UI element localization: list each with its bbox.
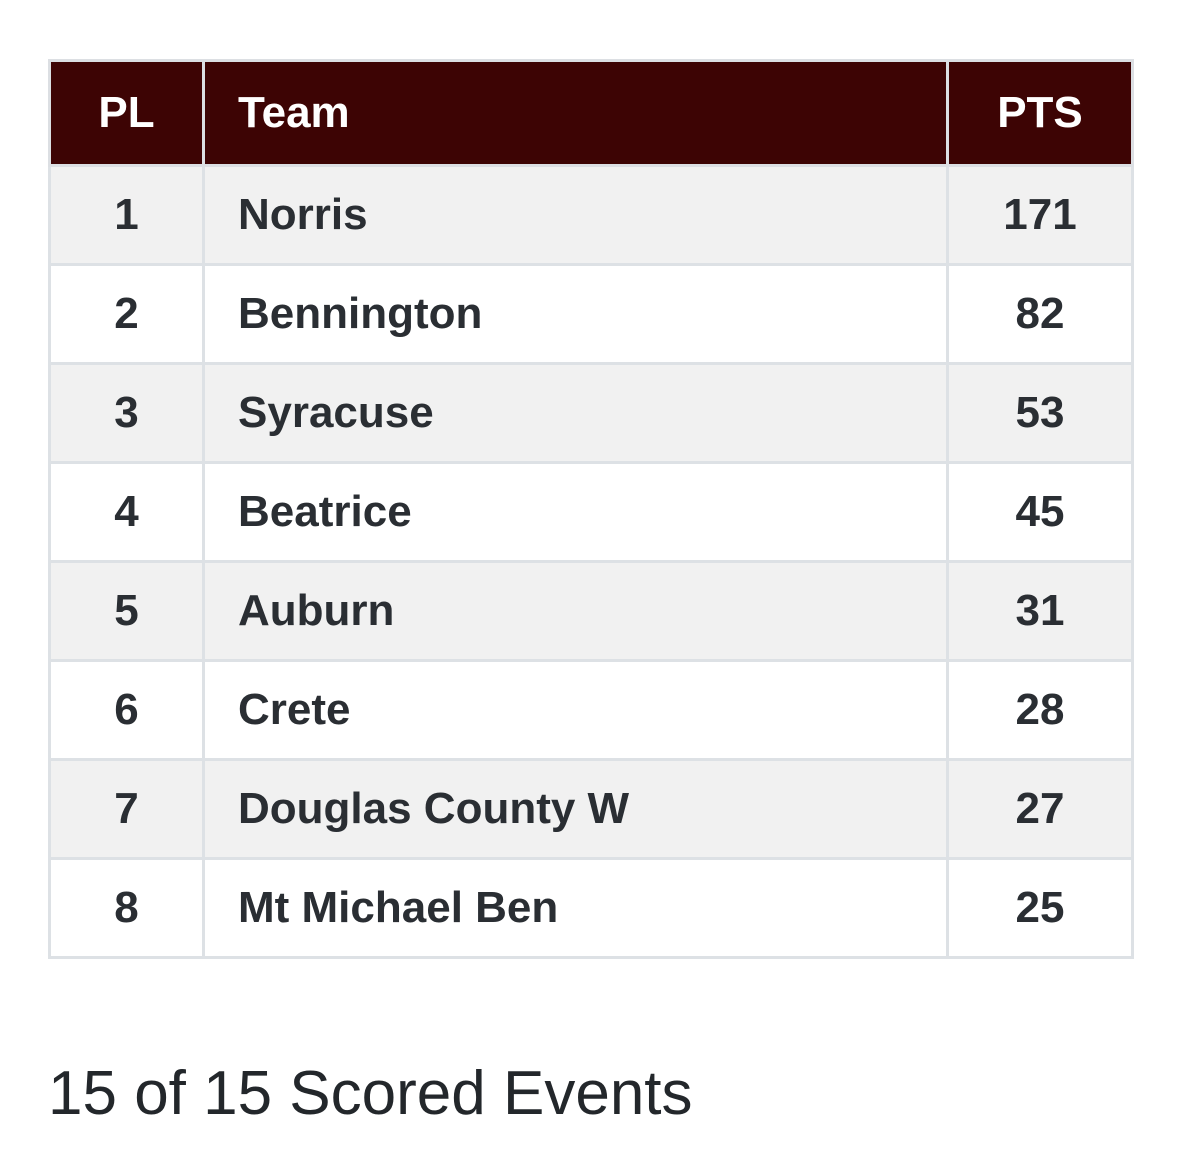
table-row: 5 Auburn 31 bbox=[48, 560, 1134, 662]
cell-points: 25 bbox=[946, 857, 1134, 959]
header-row: PL Team PTS bbox=[48, 59, 1134, 167]
cell-points: 28 bbox=[946, 659, 1134, 761]
table-row: 1 Norris 171 bbox=[48, 164, 1134, 266]
table-row: 2 Bennington 82 bbox=[48, 263, 1134, 365]
table-row: 3 Syracuse 53 bbox=[48, 362, 1134, 464]
table-body: 1 Norris 171 2 Bennington 82 3 Syracuse … bbox=[48, 164, 1134, 959]
cell-team: Beatrice bbox=[202, 461, 949, 563]
cell-team: Syracuse bbox=[202, 362, 949, 464]
cell-team: Bennington bbox=[202, 263, 949, 365]
cell-points: 82 bbox=[946, 263, 1134, 365]
cell-place: 7 bbox=[48, 758, 205, 860]
standings-table: PL Team PTS 1 Norris 171 2 Bennington 82… bbox=[48, 59, 1134, 959]
cell-team: Norris bbox=[202, 164, 949, 266]
cell-place: 2 bbox=[48, 263, 205, 365]
cell-team: Mt Michael Ben bbox=[202, 857, 949, 959]
cell-place: 3 bbox=[48, 362, 205, 464]
cell-points: 45 bbox=[946, 461, 1134, 563]
cell-points: 171 bbox=[946, 164, 1134, 266]
table-header: PL Team PTS bbox=[48, 59, 1134, 167]
cell-points: 27 bbox=[946, 758, 1134, 860]
cell-points: 31 bbox=[946, 560, 1134, 662]
header-team: Team bbox=[202, 59, 949, 167]
cell-points: 53 bbox=[946, 362, 1134, 464]
cell-place: 8 bbox=[48, 857, 205, 959]
cell-place: 4 bbox=[48, 461, 205, 563]
table-row: 8 Mt Michael Ben 25 bbox=[48, 857, 1134, 959]
table-row: 4 Beatrice 45 bbox=[48, 461, 1134, 563]
scored-events-note: 15 of 15 Scored Events bbox=[48, 1059, 693, 1128]
cell-place: 6 bbox=[48, 659, 205, 761]
cell-team: Auburn bbox=[202, 560, 949, 662]
cell-place: 1 bbox=[48, 164, 205, 266]
table-row: 6 Crete 28 bbox=[48, 659, 1134, 761]
header-place: PL bbox=[48, 59, 205, 167]
cell-team: Crete bbox=[202, 659, 949, 761]
table-row: 7 Douglas County W 27 bbox=[48, 758, 1134, 860]
cell-team: Douglas County W bbox=[202, 758, 949, 860]
header-points: PTS bbox=[946, 59, 1134, 167]
cell-place: 5 bbox=[48, 560, 205, 662]
